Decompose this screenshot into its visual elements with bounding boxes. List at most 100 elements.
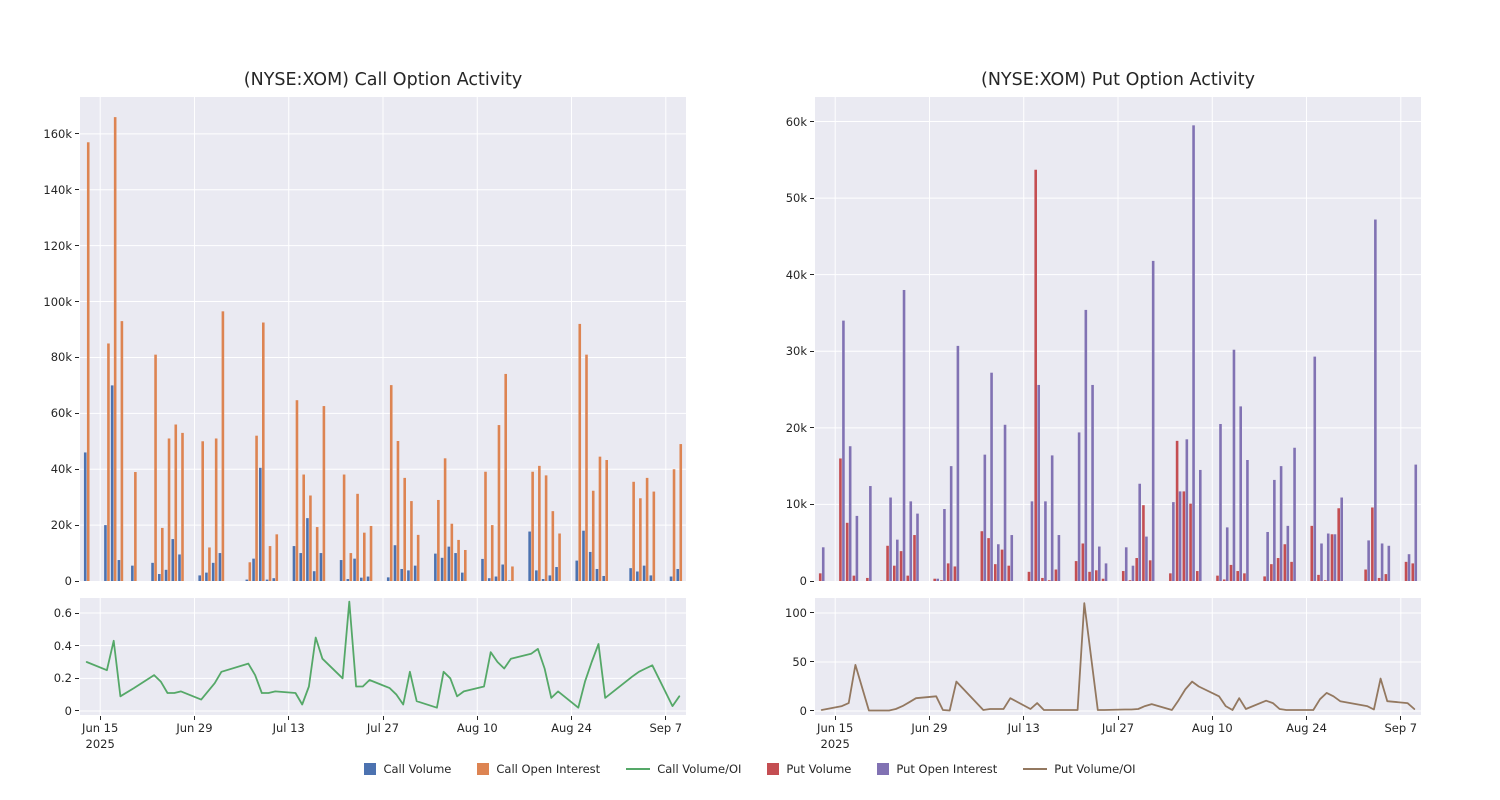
put-volume-bar [1196,571,1199,581]
put-open-interest-bar [1320,543,1323,581]
put-chart-title: (NYSE:XOM) Put Option Activity [981,70,1255,90]
put-open-interest-bar [1414,464,1418,581]
put-volume-bar [1121,571,1125,581]
call-volume-bar [481,558,484,581]
legend-item-call-open-interest: Call Open Interest [477,762,600,776]
put-volume-bar [845,522,849,581]
y-tick-mark [810,612,814,614]
put-open-interest-bar [1050,455,1054,581]
put-open-interest-bar [1192,125,1195,581]
call-volume-bar [211,562,215,581]
call-volume-oi-line [85,600,681,709]
call-open-interest-bar [591,490,595,581]
call-volume-bar [575,560,579,581]
y-tick-label: 0.2 [53,671,72,686]
put-open-interest-bar [1407,554,1411,581]
x-axis-year-label: 2025 [85,737,115,751]
call-volume-bar [117,560,121,581]
call-volume-bar [366,576,370,581]
x-tick-label: Jun 15 [82,721,119,735]
put-volume-bar [1081,543,1085,581]
put-volume-bar [1047,580,1051,581]
call-open-interest-bar [255,435,258,581]
y-tick-mark [75,301,79,303]
call-open-interest-bar [363,532,366,581]
put-open-interest-bar [1030,501,1034,581]
call-volume-bar [413,565,417,581]
y-tick-mark [75,245,79,247]
call-open-interest-bar [672,469,676,581]
put-open-interest-bar [1293,447,1296,581]
x-tick-label: Jun 29 [911,721,948,735]
call-volume-bar [272,578,276,581]
put-volume-bar [1364,569,1367,581]
call-open-interest-bar [437,499,440,581]
put-open-interest-bar [1185,439,1189,581]
call-open-interest-bar [450,523,454,581]
call-volume-bar [353,558,356,581]
call-open-interest-bar [645,477,649,581]
put-volume-bar [1095,570,1098,581]
call-volume-bar [440,557,444,581]
put-open-interest-bar [1091,384,1094,581]
x-tick-label: Aug 10 [456,721,498,735]
y-tick-label: 10k [785,497,807,512]
call-volume-swatch-icon [364,763,377,775]
call-open-interest-bar [497,425,501,581]
y-tick-mark [75,133,79,135]
put-volume-bar [1330,534,1334,581]
y-tick-label: 160k [43,126,72,141]
put-volume-bar [1034,169,1037,581]
legend-label: Call Volume/OI [657,762,742,776]
y-tick-mark [75,677,79,679]
put-open-interest-bar [1084,309,1088,581]
put-open-interest-bar [997,544,1000,581]
call-volume-bar [252,558,255,581]
put-open-interest-bar [896,539,899,581]
put-volume-bar [1175,440,1179,581]
call-open-interest-bar [389,385,393,581]
put-volume-bar [1337,508,1340,581]
put-open-interest-bar [956,345,960,581]
put-volume-bar [886,545,889,581]
call-volume-bar [265,579,269,581]
chart-legend: Call Volume Call Open Interest Call Volu… [0,755,1500,783]
call-volume-bar [588,551,592,581]
put-volume-bar [1222,579,1226,581]
put-open-interest-bar [1145,536,1148,581]
legend-label: Put Volume/OI [1054,762,1136,776]
call-volume-bar [178,554,181,581]
x-tick-mark [665,716,667,720]
call-open-interest-bar [201,441,204,581]
y-tick-mark [810,350,814,352]
put-open-interest-bar [1387,545,1391,581]
put-volume-bar [818,573,822,581]
y-tick-label: 0.6 [53,606,72,621]
put-volume-bar [1317,574,1320,581]
call-open-interest-bar [349,553,353,581]
call-volume-bar [104,525,107,581]
call-open-interest-bar [120,321,124,581]
put-open-interest-bar [889,497,892,581]
put-open-interest-bar [1225,527,1229,581]
put-volume-bar [987,538,990,581]
call-volume-bar [131,565,134,581]
put-open-interest-bar [983,454,987,581]
put-open-interest-bar [1326,533,1330,581]
call-open-interest-bar [632,481,635,581]
y-tick-label: 0 [64,703,72,718]
y-tick-label: 100k [43,294,72,309]
call-volume-bar [434,553,437,581]
call-open-interest-bar [652,491,656,581]
put-open-interest-bar [990,372,993,581]
y-tick-mark [810,427,814,429]
put-volume-bar [893,565,896,581]
put-volume-bar [913,535,916,581]
y-tick-mark [75,710,79,712]
y-tick-label: 20k [50,518,72,533]
put-open-interest-bar [842,320,845,581]
call-open-interest-bar [275,534,279,581]
put-open-interest-bar [1367,540,1370,581]
put-open-interest-bar [1232,349,1236,581]
call-open-interest-bar [558,533,561,581]
